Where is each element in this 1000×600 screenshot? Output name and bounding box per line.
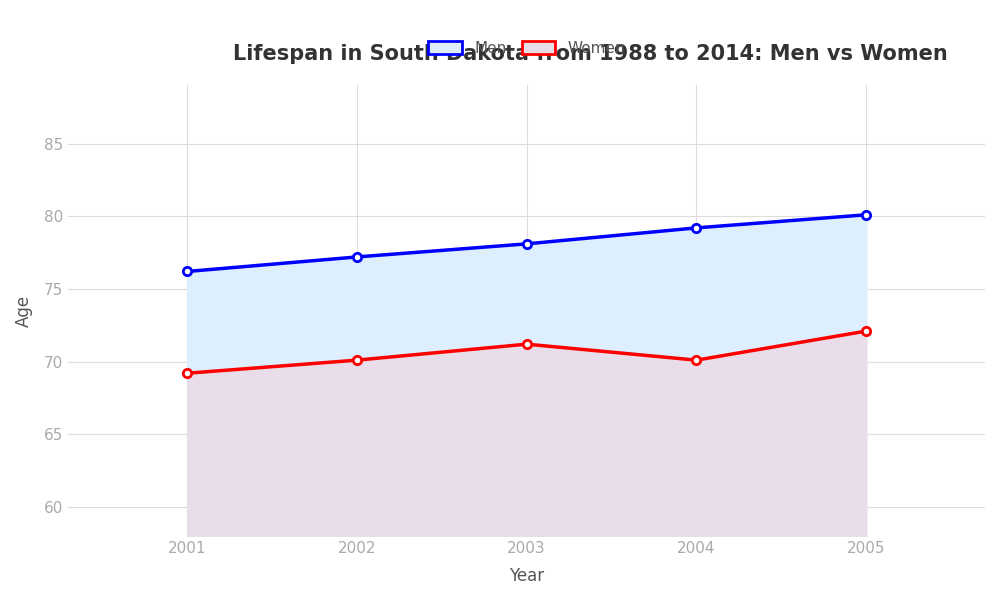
Text: Lifespan in South Dakota from 1988 to 2014: Men vs Women: Lifespan in South Dakota from 1988 to 20… <box>233 44 948 64</box>
Y-axis label: Age: Age <box>15 295 33 327</box>
X-axis label: Year: Year <box>509 567 544 585</box>
Legend: Men, Women: Men, Women <box>422 34 631 62</box>
